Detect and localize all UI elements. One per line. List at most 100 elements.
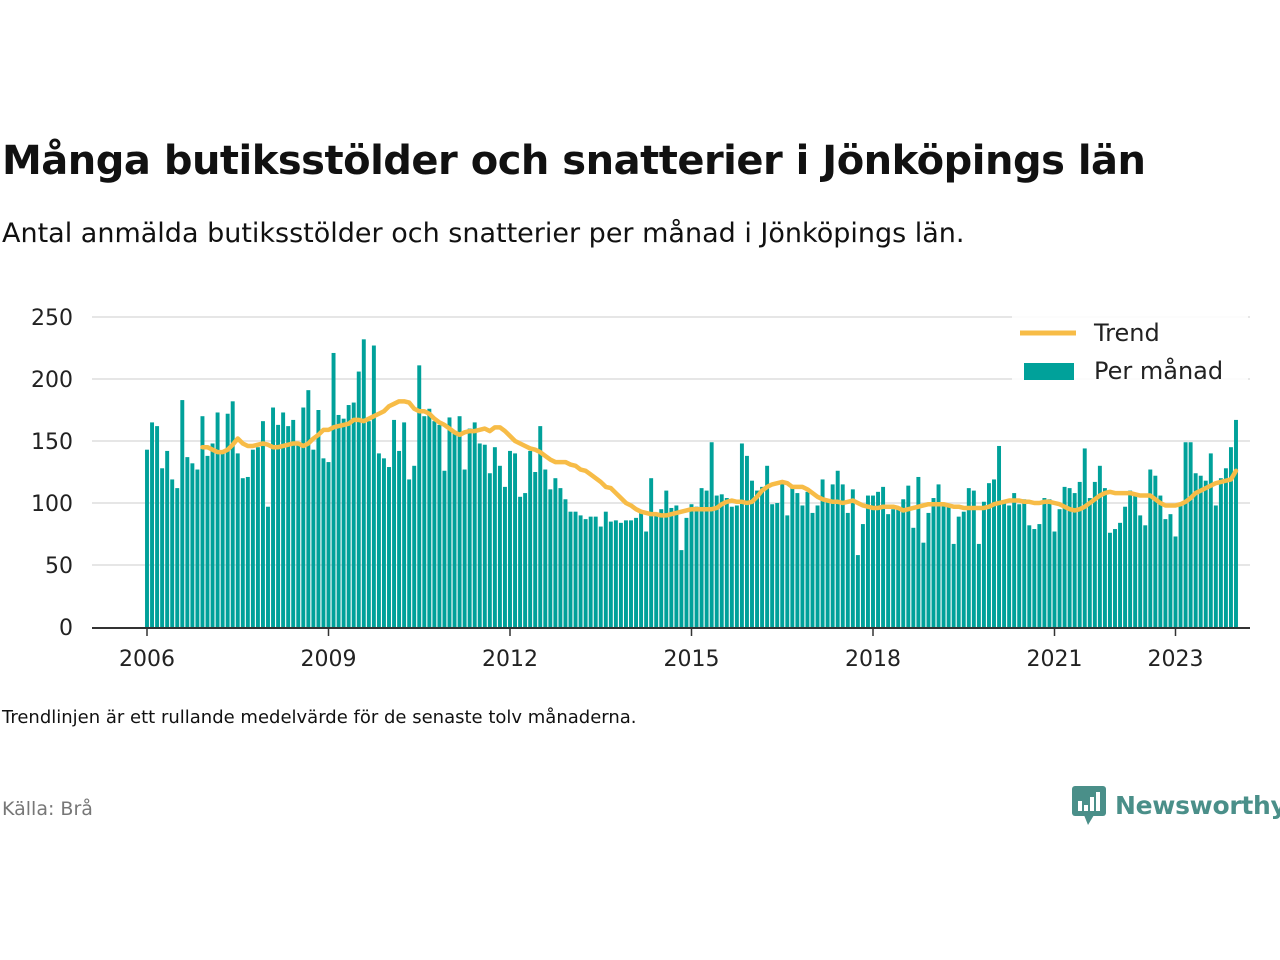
bar xyxy=(694,506,699,627)
bar xyxy=(1062,486,1067,627)
bar xyxy=(664,490,669,627)
bar xyxy=(462,469,467,627)
bar xyxy=(966,488,971,627)
bar xyxy=(568,511,573,627)
bar xyxy=(1032,529,1037,627)
bar xyxy=(1218,478,1223,627)
bar xyxy=(780,481,785,627)
bar xyxy=(1107,532,1112,627)
bar xyxy=(301,407,306,627)
bar xyxy=(387,467,391,627)
bar xyxy=(810,512,815,627)
bar xyxy=(1072,493,1077,627)
bar xyxy=(1092,481,1097,627)
bar xyxy=(331,352,336,627)
bar xyxy=(639,512,644,627)
bar xyxy=(765,465,770,627)
bar xyxy=(230,401,235,627)
bar xyxy=(750,480,754,627)
bar xyxy=(1017,504,1022,627)
bar xyxy=(321,458,326,627)
bar xyxy=(407,479,412,627)
bar xyxy=(593,516,598,627)
bar xyxy=(245,476,250,627)
bar xyxy=(1123,506,1128,627)
bar xyxy=(336,414,341,627)
bar xyxy=(366,421,371,627)
bar xyxy=(714,495,719,627)
bar xyxy=(1208,453,1213,627)
bar xyxy=(356,371,361,627)
bar xyxy=(1118,522,1123,627)
bar xyxy=(508,450,512,627)
bar xyxy=(981,501,986,627)
bar xyxy=(709,442,714,627)
bar xyxy=(1203,480,1208,627)
brand-logo: Newsworthy xyxy=(1072,784,1280,826)
bar xyxy=(911,527,916,627)
bar xyxy=(1193,473,1198,627)
bar xyxy=(850,489,855,627)
bar xyxy=(427,408,432,627)
bar xyxy=(271,407,276,627)
x-tick-label: 2023 xyxy=(1148,647,1204,672)
bar xyxy=(457,416,462,627)
chart-subtitle: Antal anmälda butiksstölder och snatteri… xyxy=(2,218,965,249)
bar xyxy=(760,486,765,627)
bar xyxy=(689,504,694,627)
bar xyxy=(674,505,679,627)
bar xyxy=(432,421,437,627)
y-tick-label: 50 xyxy=(45,554,73,579)
bar xyxy=(608,521,613,627)
y-tick-label: 0 xyxy=(59,616,73,641)
bar xyxy=(361,339,366,627)
bar xyxy=(553,478,558,627)
x-tick-label: 2012 xyxy=(482,647,538,672)
bar xyxy=(1102,488,1107,627)
bar xyxy=(477,443,482,627)
bar xyxy=(180,400,185,627)
bar xyxy=(150,422,155,627)
chart-note: Trendlinjen är ett rullande medelvärde f… xyxy=(2,707,637,728)
bar xyxy=(613,520,618,627)
bar xyxy=(805,491,810,627)
bar xyxy=(820,479,825,627)
bar xyxy=(1183,442,1188,627)
bar xyxy=(1022,499,1027,627)
bar xyxy=(452,433,457,627)
bar xyxy=(346,405,351,627)
bar xyxy=(1138,515,1143,627)
bar xyxy=(402,422,407,627)
bar xyxy=(1087,498,1092,627)
bar xyxy=(175,488,180,627)
bar xyxy=(442,470,447,627)
bar xyxy=(1042,498,1047,627)
bar xyxy=(185,457,190,627)
bar xyxy=(1143,525,1148,627)
bar xyxy=(165,450,170,627)
bar xyxy=(881,486,886,627)
bar xyxy=(260,421,265,627)
bar xyxy=(563,499,568,627)
source-text: Källa: Brå xyxy=(2,798,93,820)
bar xyxy=(276,424,281,627)
bar xyxy=(785,515,790,627)
y-tick-label: 100 xyxy=(31,492,73,517)
x-tick-label: 2009 xyxy=(301,647,357,672)
x-tick-label: 2021 xyxy=(1027,647,1083,672)
bar xyxy=(1097,465,1102,627)
bar xyxy=(1012,493,1017,627)
bar xyxy=(1213,505,1218,627)
x-tick-label: 2015 xyxy=(664,647,720,672)
bar xyxy=(654,515,659,627)
bar xyxy=(548,489,553,627)
bar xyxy=(250,449,255,627)
bar xyxy=(986,483,991,627)
x-tick-label: 2018 xyxy=(845,647,901,672)
bar xyxy=(921,542,926,627)
bar xyxy=(316,410,321,627)
bar xyxy=(1067,488,1072,627)
bar xyxy=(997,445,1002,627)
bar xyxy=(266,506,270,627)
bar xyxy=(1057,509,1062,627)
